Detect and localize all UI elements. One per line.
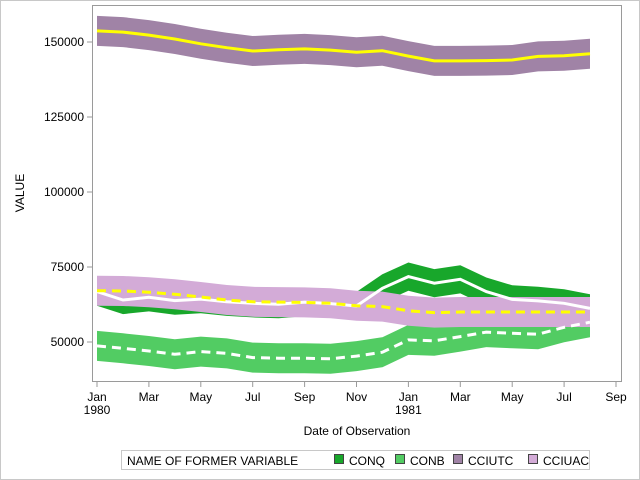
legend-label-cciutc: CCIUTC: [468, 454, 514, 468]
y-tick-label: 75000: [51, 260, 85, 274]
x-tick-label: May: [189, 390, 212, 404]
y-tick-label: 150000: [44, 35, 84, 49]
x-tick-year-label: 1981: [395, 403, 422, 417]
bands: [97, 15, 590, 374]
legend-swatch-cciuac: [528, 454, 538, 464]
x-tick-label: Jan: [399, 390, 418, 404]
y-tick-label: 50000: [51, 335, 85, 349]
mean-lines: [96, 29, 591, 361]
legend-label-cciuac: CCIUAC: [543, 454, 589, 468]
legend-label-conq: CONQ: [349, 454, 385, 468]
x-tick-label: Sep: [294, 390, 316, 404]
x-tick-year-label: 1980: [84, 403, 111, 417]
legend-swatch-cciutc: [453, 454, 463, 464]
legend-swatch-conq: [334, 454, 344, 464]
line-conb: [96, 320, 591, 361]
x-tick-label: Jul: [245, 390, 260, 404]
x-axis-label: Date of Observation: [304, 424, 411, 438]
x-tick-label: Sep: [605, 390, 627, 404]
legend-title: NAME OF FORMER VARIABLE: [127, 454, 298, 468]
legend: NAME OF FORMER VARIABLE CONQ CONB CCIUTC CC…: [121, 450, 590, 470]
line-cciutc: [96, 29, 591, 63]
legend-border: [121, 450, 590, 470]
legend-swatch-conb: [395, 454, 405, 464]
x-tick-label: Jan: [87, 390, 106, 404]
x-tick-label: Mar: [450, 390, 471, 404]
y-axis: 50000 75000 100000 125000 150000: [44, 35, 92, 349]
x-tick-label: Nov: [346, 390, 367, 404]
band-cciutc: [97, 15, 590, 76]
y-tick-label: 125000: [44, 110, 84, 124]
legend-label-conb: CONB: [410, 454, 445, 468]
band-cciuac: [97, 275, 590, 328]
y-axis-label: VALUE: [13, 174, 27, 212]
x-tick-label: May: [501, 390, 524, 404]
y-tick-label: 100000: [44, 185, 84, 199]
x-tick-label: Mar: [139, 390, 160, 404]
line-cciuac: [96, 289, 590, 315]
x-tick-label: Jul: [556, 390, 571, 404]
plot-area-border: [92, 5, 622, 382]
